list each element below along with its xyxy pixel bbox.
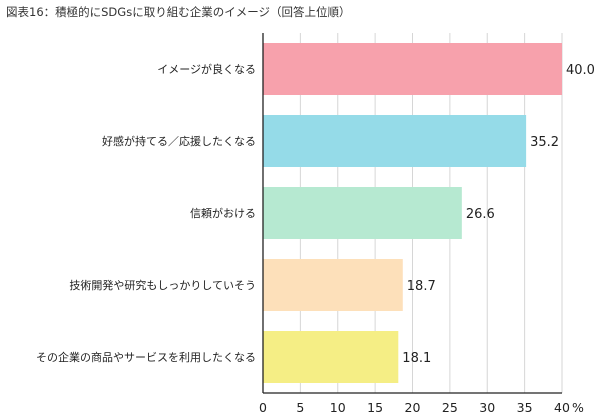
category-label: イメージが良くなる — [157, 62, 256, 76]
chart-title: 図表16：積極的にSDGsに取り組む企業のイメージ（回答上位順） — [6, 5, 351, 19]
bar — [263, 259, 403, 311]
data-label: 26.6 — [466, 207, 495, 222]
data-label: 18.7 — [407, 279, 436, 294]
bar — [263, 115, 527, 167]
data-label: 40.0 — [566, 63, 595, 78]
data-label: 18.1 — [402, 351, 431, 366]
x-tick-label: 40 — [554, 400, 570, 415]
category-label: 信頼がおける — [190, 206, 256, 220]
x-tick-label: 15 — [367, 400, 383, 415]
category-label: 技術開発や研究もしっかりしていそう — [69, 278, 256, 292]
x-tick-label: 5 — [296, 400, 304, 415]
x-tick-label: 30 — [479, 400, 495, 415]
x-unit-label: % — [572, 400, 584, 415]
x-tick-label: 10 — [330, 400, 346, 415]
bar — [263, 187, 462, 239]
bar — [263, 331, 399, 383]
data-label: 35.2 — [530, 135, 559, 150]
category-label: 好感が持てる／応援したくなる — [102, 134, 256, 148]
x-tick-label: 25 — [442, 400, 458, 415]
x-tick-label: 0 — [259, 400, 267, 415]
category-label: その企業の商品やサービスを利用したくなる — [36, 350, 256, 364]
x-tick-label: 20 — [405, 400, 421, 415]
bar — [263, 43, 562, 95]
x-tick-label: 35 — [517, 400, 533, 415]
